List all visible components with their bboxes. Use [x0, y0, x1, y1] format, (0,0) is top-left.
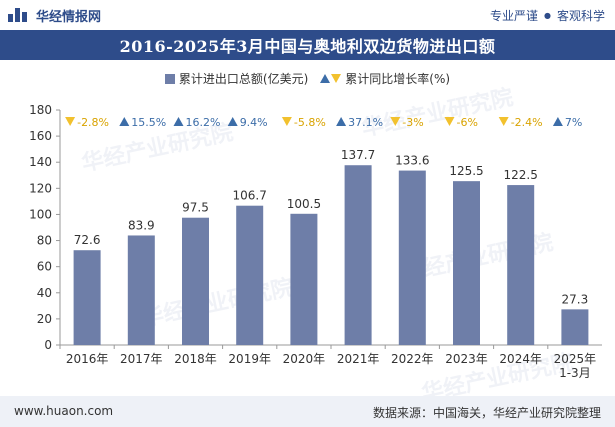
- legend-item-rate: 累计同比增长率(%): [320, 70, 450, 87]
- y-tick-label: 60: [37, 260, 52, 274]
- growth-label: -5.8%: [294, 116, 326, 129]
- bar: [127, 235, 155, 345]
- growth-down-icon: [498, 117, 509, 126]
- x-tick-label: 2019年: [228, 352, 271, 366]
- brand-name: 华经情报网: [36, 9, 102, 25]
- y-tick-label: 0: [44, 338, 52, 352]
- legend: 累计进出口总额(亿美元) 累计同比增长率(%): [0, 70, 615, 87]
- bar-value-label: 125.5: [449, 164, 483, 178]
- x-tick-label: 2017年: [120, 352, 163, 366]
- growth-up-icon: [336, 117, 347, 126]
- growth-down-icon: [65, 117, 76, 126]
- bar-chart-logo-icon: [8, 8, 30, 22]
- x-tick-label: 2023年: [445, 352, 488, 366]
- bar-value-label: 137.7: [341, 148, 375, 162]
- y-tick-label: 160: [29, 129, 52, 143]
- growth-label: 15.5%: [131, 116, 166, 129]
- legend-bar-label: 累计进出口总额(亿美元): [178, 72, 309, 86]
- triangle-down-icon: [331, 74, 342, 83]
- growth-label: -6%: [457, 116, 478, 129]
- title-bar: 2016-2025年3月中国与奥地利双边货物进出口额: [0, 30, 615, 60]
- bar-value-label: 122.5: [504, 168, 538, 182]
- bar: [344, 165, 372, 345]
- chart-title: 2016-2025年3月中国与奥地利双边货物进出口额: [119, 37, 496, 56]
- bar-value-label: 133.6: [395, 154, 429, 168]
- growth-up-icon: [227, 117, 238, 126]
- bar: [182, 217, 209, 345]
- bar-value-label: 83.9: [128, 218, 155, 232]
- growth-up-icon: [552, 117, 563, 126]
- growth-label: 9.4%: [240, 116, 268, 129]
- bar: [236, 205, 264, 345]
- y-tick-label: 180: [29, 103, 52, 117]
- bar-value-label: 97.5: [182, 201, 209, 215]
- bar-value-label: 100.5: [287, 197, 321, 211]
- bar: [507, 185, 535, 345]
- bar: [398, 170, 426, 345]
- growth-label: 7%: [565, 116, 582, 129]
- bar-value-label: 106.7: [233, 189, 267, 203]
- legend-bar-swatch-icon: [164, 73, 175, 84]
- bar-value-label: 27.3: [562, 292, 589, 306]
- growth-label: -2.4%: [511, 116, 543, 129]
- growth-label: 37.1%: [348, 116, 383, 129]
- growth-up-icon: [119, 117, 130, 126]
- y-tick-label: 80: [37, 234, 52, 248]
- tagline-separator: ●: [544, 11, 551, 20]
- bar-value-label: 72.6: [74, 233, 101, 247]
- bar-chart: 0 20 40 60 80 100 120 140 160 180 72.6 2016年 -2.8% 83…: [29, 103, 602, 380]
- triangle-up-icon: [320, 74, 331, 83]
- legend-item-bar: 累计进出口总额(亿美元): [164, 70, 309, 87]
- growth-label: -3%: [402, 116, 423, 129]
- x-tick-label: 2021年: [337, 352, 380, 366]
- footer-source: 数据来源：中国海关，华经产业研究院整理: [372, 406, 601, 420]
- growth-label: -2.8%: [77, 116, 109, 129]
- top-bar: 华经情报网 专业严谨 ● 客观科学: [0, 0, 615, 30]
- y-tick-label: 120: [29, 181, 52, 195]
- y-tick-label: 100: [29, 207, 52, 221]
- y-tick-label: 140: [29, 155, 52, 169]
- tagline-left: 专业严谨: [489, 9, 538, 23]
- growth-label: 16.2%: [186, 116, 221, 129]
- x-tick-label: 2020年: [283, 352, 326, 366]
- growth-down-icon: [281, 117, 292, 126]
- bar: [73, 250, 101, 345]
- y-tick-label: 20: [37, 312, 52, 326]
- x-tick-label: 2025年 1-3月: [554, 352, 597, 380]
- x-tick-label: 2018年: [174, 352, 217, 366]
- tagline-right: 客观科学: [556, 9, 605, 23]
- legend-rate-label: 累计同比增长率(%): [345, 72, 451, 86]
- footer: www.huaon.com 数据来源：中国海关，华经产业研究院整理: [0, 396, 615, 427]
- growth-down-icon: [390, 117, 401, 126]
- footer-url[interactable]: www.huaon.com: [14, 404, 114, 418]
- growth-down-icon: [444, 117, 455, 126]
- brand: 华经情报网: [8, 6, 102, 25]
- tagline: 专业严谨 ● 客观科学: [490, 7, 605, 24]
- bar: [453, 181, 480, 345]
- bar: [561, 309, 589, 345]
- x-tick-label: 2016年: [66, 352, 109, 366]
- bar: [290, 213, 318, 345]
- x-tick-label: 2024年: [499, 352, 542, 366]
- x-tick-label: 2022年: [391, 352, 434, 366]
- y-tick-label: 40: [37, 286, 52, 300]
- growth-up-icon: [173, 117, 184, 126]
